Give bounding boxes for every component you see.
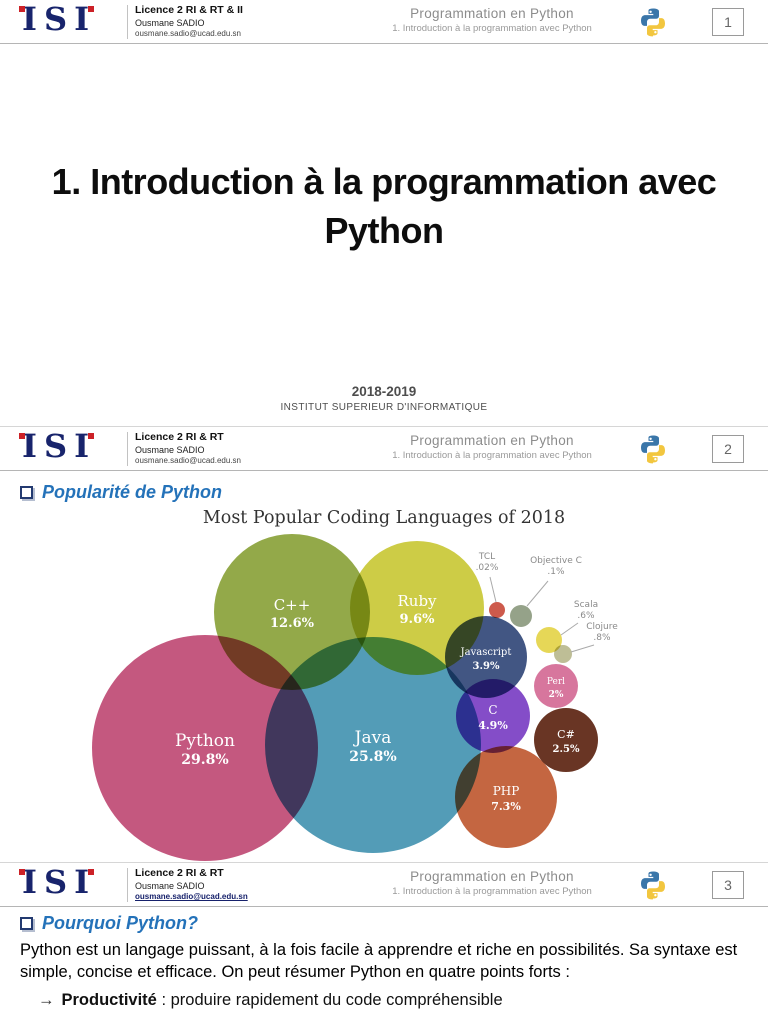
isi-logo-text: ISI	[22, 863, 97, 901]
python-logo-icon	[638, 870, 668, 900]
bubble-c	[456, 679, 530, 753]
isi-logo: ISI	[19, 0, 97, 38]
python-logo-icon	[638, 7, 668, 37]
section-heading: Popularité de Python	[20, 482, 222, 503]
bubble-c-	[214, 534, 370, 690]
bullet-keyword: Productivité	[61, 991, 157, 1009]
slide-2-header: ISI Licence 2 RI & RT Ousmane SADIO ousm…	[0, 427, 768, 471]
slide-1: ISI Licence 2 RI & RT & II Ousmane SADIO…	[0, 0, 768, 427]
bubble-label-java: Java 25.8%	[349, 728, 396, 765]
bullet-description: : produire rapidement du code compréhens…	[156, 991, 503, 1009]
arrow-bullet-line: → Productivité : produire rapidement du c…	[38, 991, 503, 1010]
header-center: Programmation en Python 1. Introduction …	[348, 6, 636, 34]
header-info: Licence 2 RI & RT Ousmane SADIO ousmane.…	[135, 867, 248, 903]
intro-paragraph: Python est un langage puissant, à la foi…	[20, 941, 738, 981]
author-email-link[interactable]: ousmane.sadio@ucad.edu.sn	[135, 456, 241, 466]
bubble-label-perl: Perl 2%	[547, 677, 565, 700]
page-number-badge: 2	[712, 435, 744, 463]
label-connector-line	[570, 644, 595, 653]
course-title: Programmation en Python	[410, 433, 574, 448]
header-center: Programmation en Python 1. Introduction …	[348, 433, 636, 461]
course-label: Licence 2 RI & RT & II	[135, 4, 243, 16]
header-divider	[127, 5, 128, 39]
slide-title-line1: 1. Introduction à la programmation avec	[51, 161, 717, 202]
section-heading: Pourquoi Python?	[20, 913, 198, 934]
chapter-subtitle: 1. Introduction à la programmation avec …	[392, 450, 592, 461]
bubble-label-python: Python 29.8%	[175, 731, 235, 768]
bubble-label-c: C 4.9%	[478, 703, 508, 732]
bubble-java	[265, 637, 481, 853]
author-name: Ousmane SADIO	[135, 444, 205, 455]
bubble-label-c-: C++ 12.6%	[270, 596, 315, 631]
isi-logo: ISI	[19, 427, 97, 465]
header-divider	[127, 868, 128, 902]
header-divider	[127, 432, 128, 466]
bubble-label-ruby: Ruby 9.6%	[397, 592, 437, 627]
external-label-objective-c: Objective C .1%	[530, 556, 582, 577]
popularity-bubble-chart: TCL .02% Objective C .1% Scala .6% Clojure .8% P…	[0, 499, 768, 863]
slide-3-header: ISI Licence 2 RI & RT Ousmane SADIO ousm…	[0, 863, 768, 907]
bubble-tcl	[489, 602, 505, 618]
bubble-label-javascript: Javascript 3.9%	[460, 647, 512, 672]
label-connector-line	[489, 576, 497, 603]
isi-logo: ISI	[19, 863, 97, 901]
external-label-clojure: Clojure .8%	[586, 622, 618, 643]
bubble-python	[92, 635, 318, 861]
square-bullet-icon	[20, 486, 33, 499]
isi-logo-text: ISI	[22, 0, 97, 38]
author-name: Ousmane SADIO	[135, 17, 205, 28]
label-connector-line	[526, 580, 549, 607]
author-email-link[interactable]: ousmane.sadio@ucad.edu.sn	[135, 29, 241, 39]
slide-title-line2: Python	[324, 209, 445, 251]
logo-accent-icon	[19, 6, 25, 12]
chapter-subtitle: 1. Introduction à la programmation avec …	[392, 886, 592, 897]
bubble-perl	[534, 664, 578, 708]
academic-year: 2018-2019	[351, 384, 417, 399]
bubble-php	[455, 746, 557, 848]
logo-accent-icon	[88, 6, 94, 12]
slide-2: ISI Licence 2 RI & RT Ousmane SADIO ousm…	[0, 427, 768, 863]
bubble-c-	[534, 708, 598, 772]
course-label: Licence 2 RI & RT	[135, 431, 224, 443]
header-info: Licence 2 RI & RT Ousmane SADIO ousmane.…	[135, 431, 241, 467]
chart-canvas: TCL .02% Objective C .1% Scala .6%Clojure .8% P…	[92, 508, 618, 861]
logo-accent-icon	[19, 869, 25, 875]
bubble-javascript	[445, 616, 527, 698]
course-label: Licence 2 RI & RT	[135, 867, 224, 879]
section-heading-text: Popularité de Python	[42, 482, 223, 502]
square-bullet-icon	[20, 917, 33, 930]
logo-accent-icon	[19, 433, 25, 439]
logo-accent-icon	[88, 869, 94, 875]
page-number-badge: 3	[712, 871, 744, 899]
bubble-label-c-: C# 2.5%	[553, 728, 580, 755]
label-connector-line	[560, 622, 579, 636]
section-heading-text: Pourquoi Python?	[42, 913, 198, 933]
logo-accent-icon	[88, 433, 94, 439]
slide-title: 1. Introduction à la programmation avec …	[0, 158, 768, 255]
header-center: Programmation en Python 1. Introduction …	[348, 869, 636, 897]
course-title: Programmation en Python	[410, 869, 574, 884]
chapter-subtitle: 1. Introduction à la programmation avec …	[392, 23, 592, 34]
author-name: Ousmane SADIO	[135, 880, 205, 891]
bubble-objective-c	[510, 605, 532, 627]
external-label-tcl: TCL .02%	[476, 552, 499, 573]
slide-3: ISI Licence 2 RI & RT Ousmane SADIO ousm…	[0, 863, 768, 1024]
chart-title: Most Popular Coding Languages of 2018	[203, 508, 565, 528]
page-number-badge: 1	[712, 8, 744, 36]
slide-1-header: ISI Licence 2 RI & RT & II Ousmane SADIO…	[0, 0, 768, 44]
institute-name: INSTITUT SUPERIEUR D'INFORMATIQUE	[280, 402, 488, 413]
external-label-scala: Scala .6%	[574, 600, 598, 621]
bubble-scala	[536, 627, 562, 653]
header-info: Licence 2 RI & RT & II Ousmane SADIO ous…	[135, 4, 243, 40]
python-logo-icon	[638, 434, 668, 464]
course-title: Programmation en Python	[410, 6, 574, 21]
isi-logo-text: ISI	[22, 427, 97, 465]
bubble-label-php: PHP 7.3%	[491, 784, 521, 813]
arrow-icon: →	[38, 991, 55, 1009]
author-email-link[interactable]: ousmane.sadio@ucad.edu.sn	[135, 892, 248, 902]
bubble-clojure	[554, 645, 572, 663]
